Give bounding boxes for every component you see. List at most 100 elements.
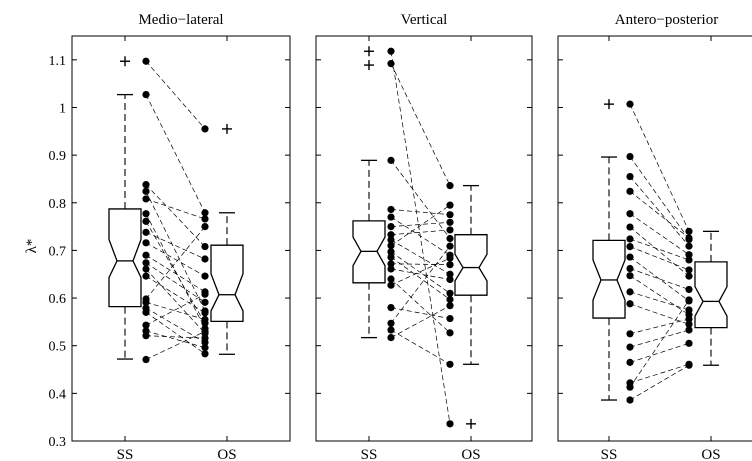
ss-point	[387, 334, 395, 342]
ss-point	[626, 100, 634, 108]
pair-line	[629, 329, 690, 348]
ss-point	[387, 281, 395, 289]
os-point	[201, 298, 209, 306]
os-point	[446, 261, 454, 269]
ss-box-group	[352, 46, 386, 339]
os-point	[685, 227, 693, 235]
ss-outlier	[364, 60, 374, 71]
os-outlier	[222, 123, 232, 134]
ss-box-group	[592, 99, 626, 401]
pair-line	[145, 242, 206, 277]
ss-box	[108, 208, 142, 308]
os-point	[201, 272, 209, 280]
os-point	[685, 320, 693, 328]
ss-point	[142, 57, 150, 65]
os-point	[685, 272, 693, 280]
os-point	[446, 201, 454, 209]
panel-title: Vertical	[401, 12, 448, 28]
ss-point	[626, 264, 634, 273]
pair-line	[145, 61, 206, 130]
pair-line	[145, 94, 206, 213]
ss-point	[387, 303, 395, 312]
ss-point	[387, 319, 395, 327]
pair-line	[629, 226, 690, 277]
os-point	[685, 326, 693, 334]
ss-point	[142, 332, 150, 340]
pair-line	[145, 331, 206, 360]
os-point	[446, 270, 454, 278]
os-point	[201, 327, 209, 336]
ss-point	[626, 152, 634, 161]
os-point	[446, 218, 454, 226]
pair-line	[629, 191, 690, 239]
pair-line	[145, 184, 206, 247]
ss-point	[142, 298, 150, 306]
pair-line	[629, 246, 690, 271]
y-axis-label: λ*	[24, 239, 40, 254]
os-box-group	[694, 230, 728, 366]
panel-2: Vertical SS OS	[315, 12, 533, 461]
os-point	[685, 285, 693, 294]
pair-line	[145, 213, 206, 329]
pair-line	[145, 268, 206, 334]
os-point	[685, 296, 693, 304]
ss-point	[387, 222, 395, 231]
pair-line	[145, 254, 206, 293]
x-tick-label: SS	[601, 447, 618, 461]
ss-point	[387, 236, 395, 244]
panel-frame	[557, 35, 752, 442]
y-tick-label: 1	[59, 101, 66, 116]
panel-title: Antero−posterior	[615, 12, 718, 28]
ss-point	[626, 330, 634, 338]
ss-point	[387, 265, 395, 273]
ss-point	[626, 187, 634, 195]
ss-point	[626, 243, 634, 251]
pair-line	[629, 268, 690, 290]
ss-point	[142, 195, 150, 203]
os-point	[201, 344, 209, 352]
pair-line	[390, 204, 451, 246]
ss-point	[142, 272, 150, 280]
ss-point	[142, 251, 150, 259]
y-tick-label: 0.5	[49, 340, 67, 355]
os-point	[201, 315, 209, 324]
ss-point	[626, 358, 634, 366]
y-tick-label: 0.6	[49, 292, 67, 307]
ss-point	[387, 326, 395, 334]
os-point	[446, 275, 454, 284]
pair-line	[629, 213, 690, 255]
pair-line	[390, 256, 451, 300]
pair-line	[390, 257, 451, 286]
pair-line	[145, 312, 206, 355]
ss-point	[387, 231, 395, 239]
ss-point	[387, 156, 395, 164]
os-point	[685, 266, 693, 274]
pair-line	[390, 305, 451, 338]
os-point	[446, 254, 454, 262]
ss-outlier	[120, 56, 130, 67]
os-box	[210, 244, 244, 323]
os-point	[446, 360, 454, 368]
os-point	[446, 226, 454, 234]
pair-line	[390, 216, 451, 256]
pair-line	[145, 191, 206, 312]
pair-lines	[145, 61, 206, 360]
y-tick-label: 0.8	[49, 197, 67, 212]
os-point	[685, 251, 693, 259]
ss-point	[626, 383, 634, 391]
pair-line	[390, 239, 451, 275]
ss-point	[142, 187, 150, 195]
ss-point	[387, 242, 395, 250]
ss-point	[142, 239, 150, 247]
pair-line	[390, 263, 451, 266]
pair-line	[390, 51, 451, 424]
pair-line	[629, 238, 690, 261]
panel-title: Medio−lateral	[138, 12, 223, 28]
ss-point	[142, 181, 150, 189]
os-box	[694, 261, 728, 329]
pair-line	[390, 63, 451, 186]
os-point	[685, 306, 693, 314]
os-point	[446, 242, 454, 250]
os-point	[446, 302, 454, 310]
ss-point	[387, 275, 395, 283]
